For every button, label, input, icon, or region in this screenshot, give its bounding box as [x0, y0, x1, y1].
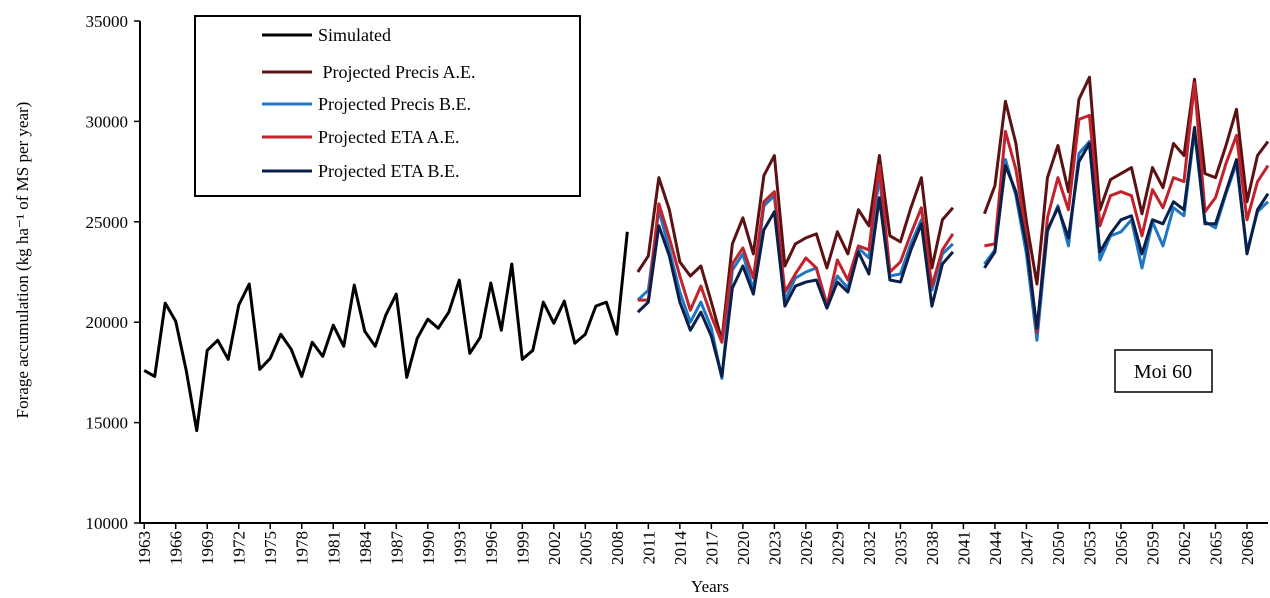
y-tick-label: 10000 — [86, 514, 129, 533]
x-tick-label: 2011 — [639, 531, 658, 564]
y-tick-label: 20000 — [86, 313, 129, 332]
x-tick-label: 1987 — [387, 531, 406, 566]
x-tick-label: 1963 — [135, 531, 154, 565]
y-axis-label: Forage accumulation (kg ha⁻¹ of MS per y… — [13, 102, 32, 419]
x-tick-label: 1972 — [230, 531, 249, 565]
x-tick-label: 2026 — [797, 531, 816, 565]
x-tick-label: 1996 — [482, 531, 501, 565]
x-tick-label: 2017 — [702, 531, 721, 566]
x-tick-label: 2020 — [734, 531, 753, 565]
x-axis-label: Years — [691, 577, 729, 596]
x-tick-label: 2041 — [954, 531, 973, 565]
series-line — [636, 125, 1270, 378]
x-tick-label: 2035 — [891, 531, 910, 565]
x-tick-label: 2038 — [923, 531, 942, 565]
x-tick-label: 2005 — [576, 531, 595, 565]
x-tick-label: 2068 — [1238, 531, 1257, 565]
x-tick-label: 1975 — [261, 531, 280, 565]
y-tick-label: 35000 — [86, 12, 129, 31]
x-tick-label: 2065 — [1206, 531, 1225, 565]
annotation-box — [1114, 349, 1213, 393]
x-tick-label: 2032 — [860, 531, 879, 565]
x-tick-label: 2062 — [1175, 531, 1194, 565]
annotation: Moi 60 — [1134, 361, 1192, 383]
series-line — [636, 75, 1270, 342]
x-tick-label: 1993 — [450, 531, 469, 565]
x-tick-label: 2050 — [1049, 531, 1068, 565]
y-tick-label: 15000 — [86, 414, 129, 433]
x-tick-label: 1981 — [324, 531, 343, 565]
legend-label: Projected ETA B.E. — [318, 161, 460, 181]
legend-label: Projected Precis B.E. — [318, 94, 471, 114]
x-tick-label: 2053 — [1080, 531, 1099, 565]
legend-label: Projected Precis A.E. — [318, 62, 475, 82]
x-tick-label: 2044 — [986, 531, 1005, 566]
x-tick-label: 2002 — [545, 531, 564, 565]
x-tick-label: 2023 — [765, 531, 784, 565]
series-line — [143, 231, 629, 433]
x-tick-label: 1990 — [419, 531, 438, 565]
y-tick-label: 25000 — [86, 213, 129, 232]
x-tick-label: 2029 — [828, 531, 847, 565]
x-tick-label: 1999 — [513, 531, 532, 565]
x-tick-label: 1969 — [198, 531, 217, 565]
x-tick-label: 2014 — [671, 531, 690, 566]
y-tick-label: 30000 — [86, 112, 129, 131]
x-tick-label: 2047 — [1017, 531, 1036, 566]
x-tick-label: 2008 — [608, 531, 627, 565]
legend-label: Projected ETA A.E. — [318, 127, 460, 147]
x-tick-label: 2056 — [1112, 531, 1131, 565]
x-tick-label: 1984 — [356, 531, 375, 566]
legend-label: Simulated — [318, 25, 391, 45]
x-tick-label: 1966 — [167, 531, 186, 565]
legend-box — [194, 15, 581, 197]
x-tick-label: 2059 — [1143, 531, 1162, 565]
x-tick-label: 1978 — [293, 531, 312, 565]
